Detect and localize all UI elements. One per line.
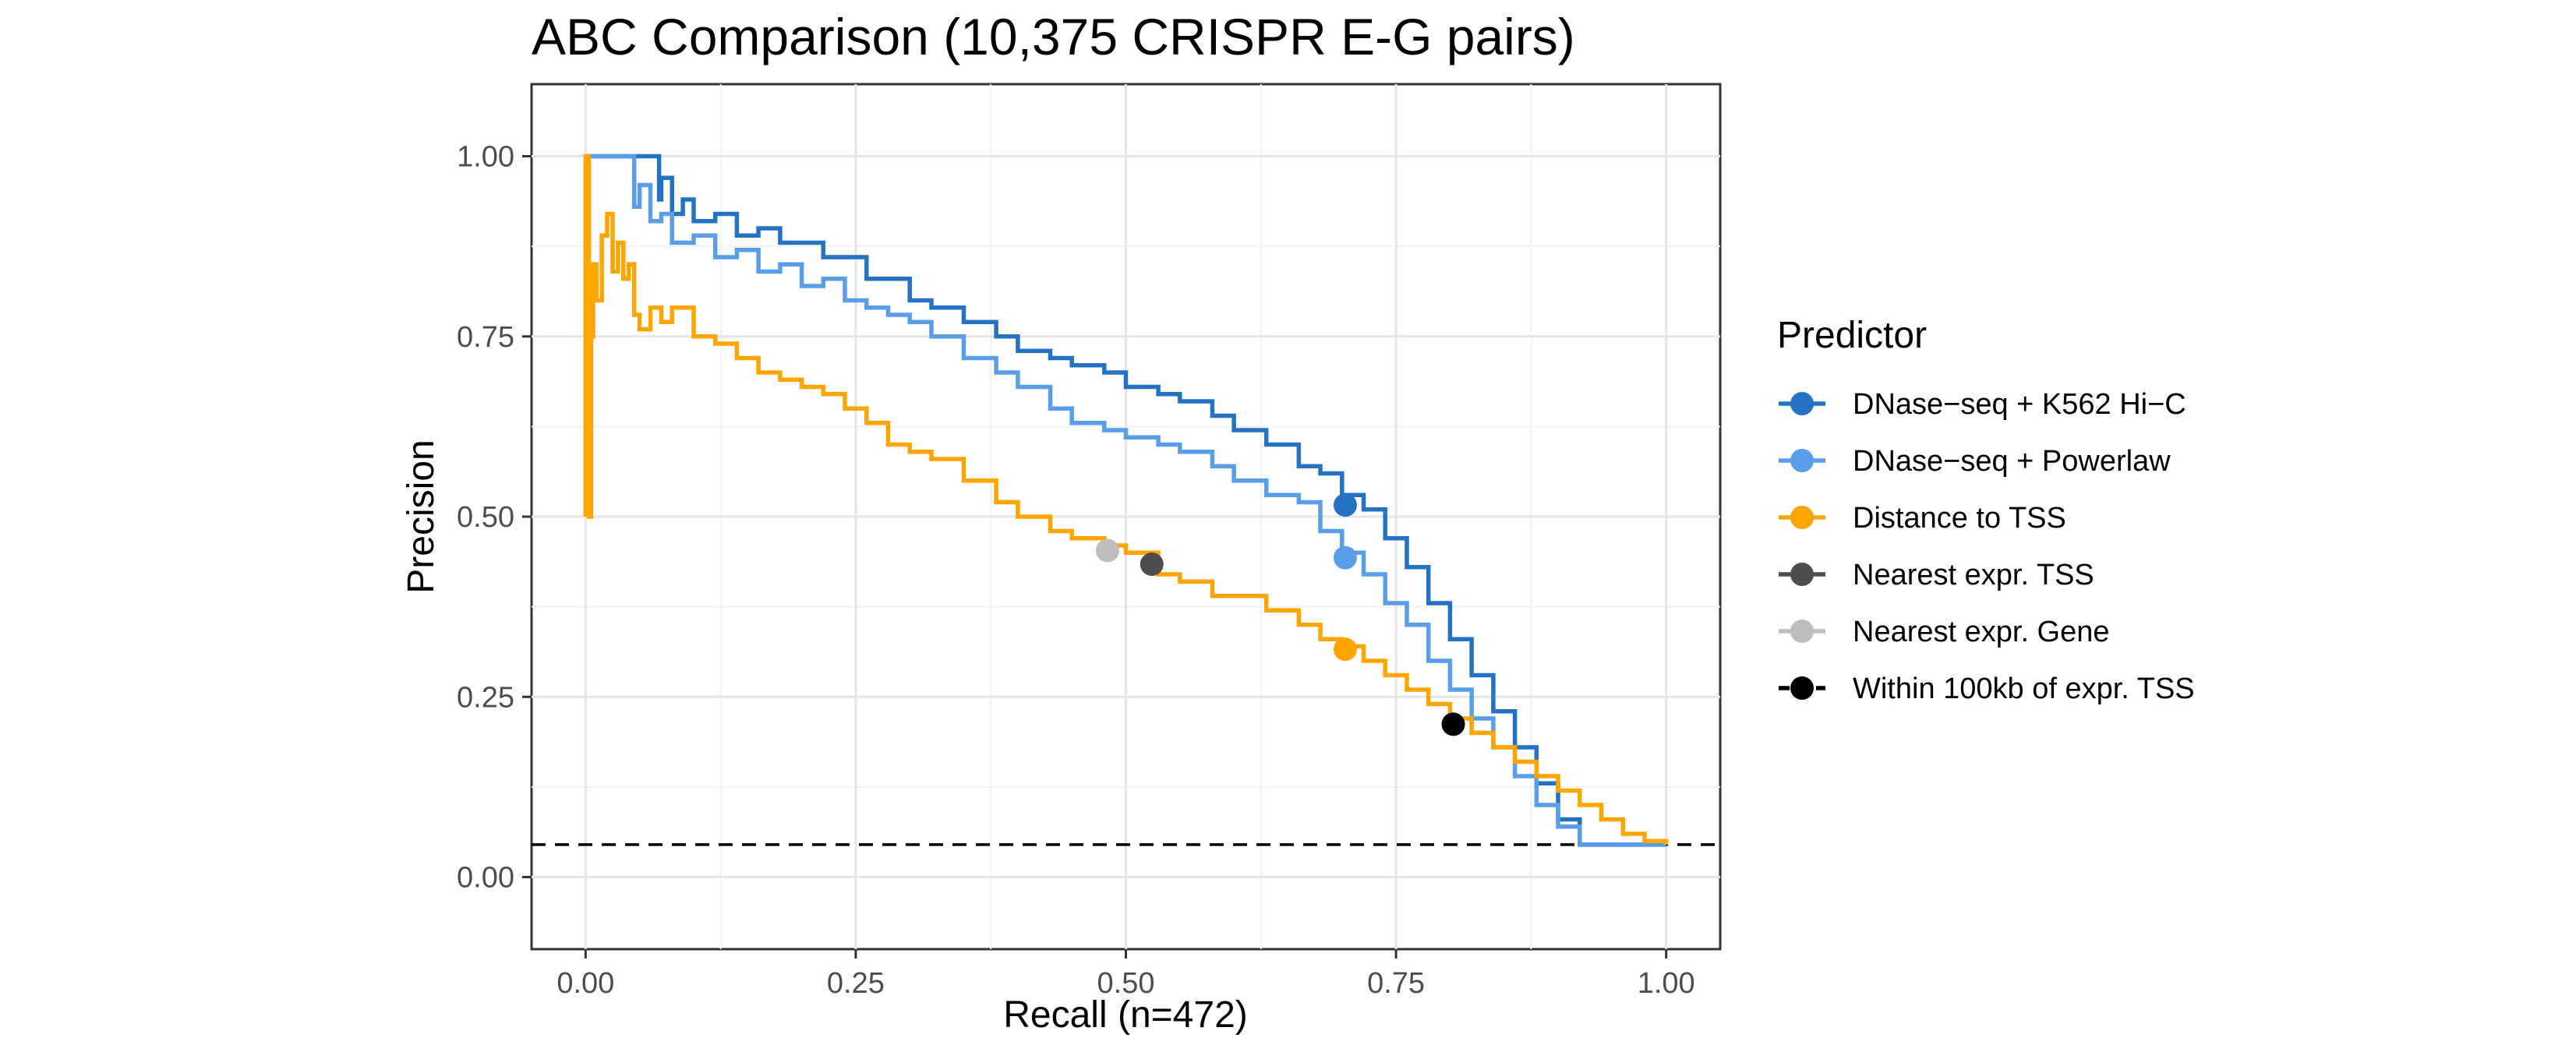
- chart-title: ABC Comparison (10,375 CRISPR E-G pairs): [532, 8, 1575, 65]
- series-line-0: [585, 154, 1666, 847]
- y-axis-ticks: 0.00 0.25 0.50 0.75 1.00: [457, 141, 532, 895]
- series-lines: [583, 154, 1669, 847]
- legend-label: Nearest expr. Gene: [1853, 616, 2110, 648]
- legend-title: Predictor: [1777, 315, 1927, 356]
- y-tick-label: 1.00: [457, 141, 514, 174]
- legend-label: Within 100kb of expr. TSS: [1853, 673, 2195, 705]
- legend-key-point: [1790, 563, 1814, 586]
- legend-key-point: [1790, 620, 1814, 643]
- series-line-1: [585, 154, 1666, 847]
- x-axis-ticks: 0.00 0.25 0.50 0.75 1.00: [557, 949, 1695, 1000]
- point-1: [1333, 545, 1357, 570]
- y-axis-label: Precision: [401, 440, 442, 593]
- x-tick-label: 0.00: [557, 967, 614, 1000]
- series-line-2: [583, 154, 1669, 845]
- legend-label: Nearest expr. TSS: [1853, 559, 2094, 591]
- point-3: [1140, 552, 1164, 577]
- x-tick-label: 1.00: [1638, 967, 1695, 1000]
- point-2: [1333, 637, 1357, 662]
- y-tick-label: 0.25: [457, 681, 514, 714]
- legend-key-point: [1790, 449, 1814, 472]
- legend: Predictor DNase−seq + K562 Hi−C DNase−seq…: [1777, 315, 2195, 705]
- legend-label: DNase−seq + K562 Hi−C: [1853, 388, 2186, 421]
- legend-item: Nearest expr. TSS: [1779, 559, 2094, 591]
- legend-item: Distance to TSS: [1779, 502, 2066, 535]
- legend-key-point: [1790, 506, 1814, 529]
- point-0: [1333, 493, 1357, 517]
- legend-key-point: [1790, 676, 1814, 700]
- legend-item: DNase−seq + K562 Hi−C: [1779, 388, 2186, 421]
- legend-item: Within 100kb of expr. TSS: [1779, 673, 2195, 705]
- x-tick-label: 0.50: [1097, 967, 1155, 1000]
- legend-item: DNase−seq + Powerlaw: [1779, 445, 2171, 478]
- y-tick-label: 0.50: [457, 501, 514, 534]
- x-axis-label: Recall (n=472): [1003, 994, 1248, 1036]
- x-tick-label: 0.25: [827, 967, 885, 1000]
- x-tick-label: 0.75: [1367, 967, 1425, 1000]
- legend-label: Distance to TSS: [1853, 502, 2066, 535]
- point-5: [1441, 712, 1465, 736]
- legend-key-point: [1790, 392, 1814, 415]
- y-tick-label: 0.75: [457, 321, 514, 354]
- legend-item: Nearest expr. Gene: [1779, 616, 2110, 648]
- y-tick-label: 0.00: [457, 862, 514, 895]
- legend-label: DNase−seq + Powerlaw: [1853, 445, 2171, 478]
- point-4: [1095, 538, 1119, 563]
- operating-points: [1095, 493, 1465, 736]
